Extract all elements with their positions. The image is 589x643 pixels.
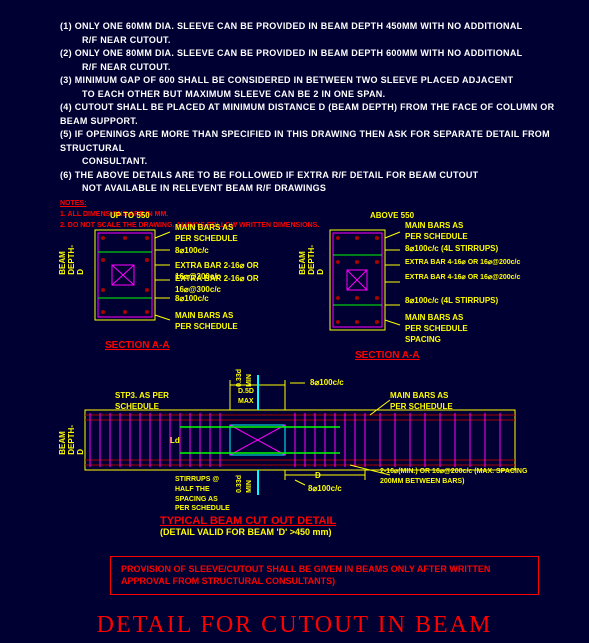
note-1b: R/F NEAR CUTOUT. — [60, 34, 559, 48]
note-6: (6) THE ABOVE DETAILS ARE TO BE FOLLOWED… — [60, 169, 559, 183]
sec-b-st2: 8⌀100c/c (4L STIRRUPS) — [405, 295, 498, 306]
beam-st1: 8⌀100c/c — [310, 377, 344, 388]
beam-st2: 8⌀100c/c — [308, 483, 342, 494]
beam-stp: STP3. AS PER SCHEDULE — [115, 390, 169, 412]
note-5b: CONSULTANT. — [60, 155, 559, 169]
note-3b: TO EACH OTHER BUT MAXIMUM SLEEVE CAN BE … — [60, 88, 559, 102]
note-1: (1) ONLY ONE 60MM DIA. SLEEVE CAN BE PRO… — [60, 20, 559, 34]
sec-b-ex2: EXTRA BAR 4-16⌀ OR 16⌀@200c/c — [405, 273, 520, 283]
typical-title: TYPICAL BEAM CUT OUT DETAIL — [160, 515, 336, 527]
sec-a-label: SECTION A-A — [105, 340, 170, 351]
typical-title-block: TYPICAL BEAM CUT OUT DETAIL (DETAIL VALI… — [160, 515, 336, 537]
note-6b: NOT AVAILABLE IN RELEVENT BEAM R/F DRAWI… — [60, 182, 559, 196]
beam-max: 2-16⌀(MIN.) OR 16⌀@200c/c (MAX. SPACING … — [380, 467, 527, 487]
red-note-0: NOTES: — [60, 200, 559, 207]
note-2b: R/F NEAR CUTOUT. — [60, 61, 559, 75]
sec-b-ex1: EXTRA BAR 4-16⌀ OR 16⌀@200c/c — [405, 258, 520, 268]
sec-b-main2: MAIN BARS AS PER SCHEDULE SPACING — [405, 312, 468, 346]
beam-d: D — [315, 470, 321, 481]
beam-d5d: D.5D MAX — [238, 387, 254, 407]
note-2: (2) ONLY ONE 80MM DIA. SLEEVE CAN BE PRO… — [60, 47, 559, 61]
main-title: DETAIL FOR CUTOUT IN BEAM — [0, 612, 589, 639]
typical-sub: (DETAIL VALID FOR BEAM 'D' >450 mm) — [160, 527, 336, 537]
sec-b-label: SECTION A-A — [355, 350, 420, 361]
notes-block: (1) ONLY ONE 60MM DIA. SLEEVE CAN BE PRO… — [60, 20, 559, 229]
beam-d33min2: 0.33d MIN — [235, 475, 255, 493]
beam-stir: STIRRUPS @ HALF THE SPACING AS PER SCHED… — [175, 475, 230, 514]
note-5: (5) IF OPENINGS ARE MORE THAN SPECIFIED … — [60, 128, 559, 155]
beam-ld: Ld — [170, 435, 180, 446]
provision-text: PROVISION OF SLEEVE/CUTOUT SHALL BE GIVE… — [121, 563, 528, 588]
sec-a-st2: 8⌀100c/c — [175, 293, 209, 304]
sec-a-st1: 8⌀100c/c — [175, 245, 209, 256]
sec-b-main1: MAIN BARS AS PER SCHEDULE — [405, 220, 468, 242]
sec-a-main1: MAIN BARS AS PER SCHEDULE — [175, 222, 238, 244]
sec-a-main2: MAIN BARS AS PER SCHEDULE — [175, 310, 238, 332]
beam-d33min: 0.33d MIN — [235, 369, 255, 387]
note-4: (4) CUTOUT SHALL BE PLACED AT MINIMUM DI… — [60, 101, 559, 128]
sec-b-st1: 8⌀100c/c (4L STIRRUPS) — [405, 243, 498, 254]
note-3: (3) MINIMUM GAP OF 600 SHALL BE CONSIDER… — [60, 74, 559, 88]
provision-box: PROVISION OF SLEEVE/CUTOUT SHALL BE GIVE… — [110, 556, 539, 595]
beam-main: MAIN BARS AS PER SCHEDULE — [390, 390, 453, 412]
